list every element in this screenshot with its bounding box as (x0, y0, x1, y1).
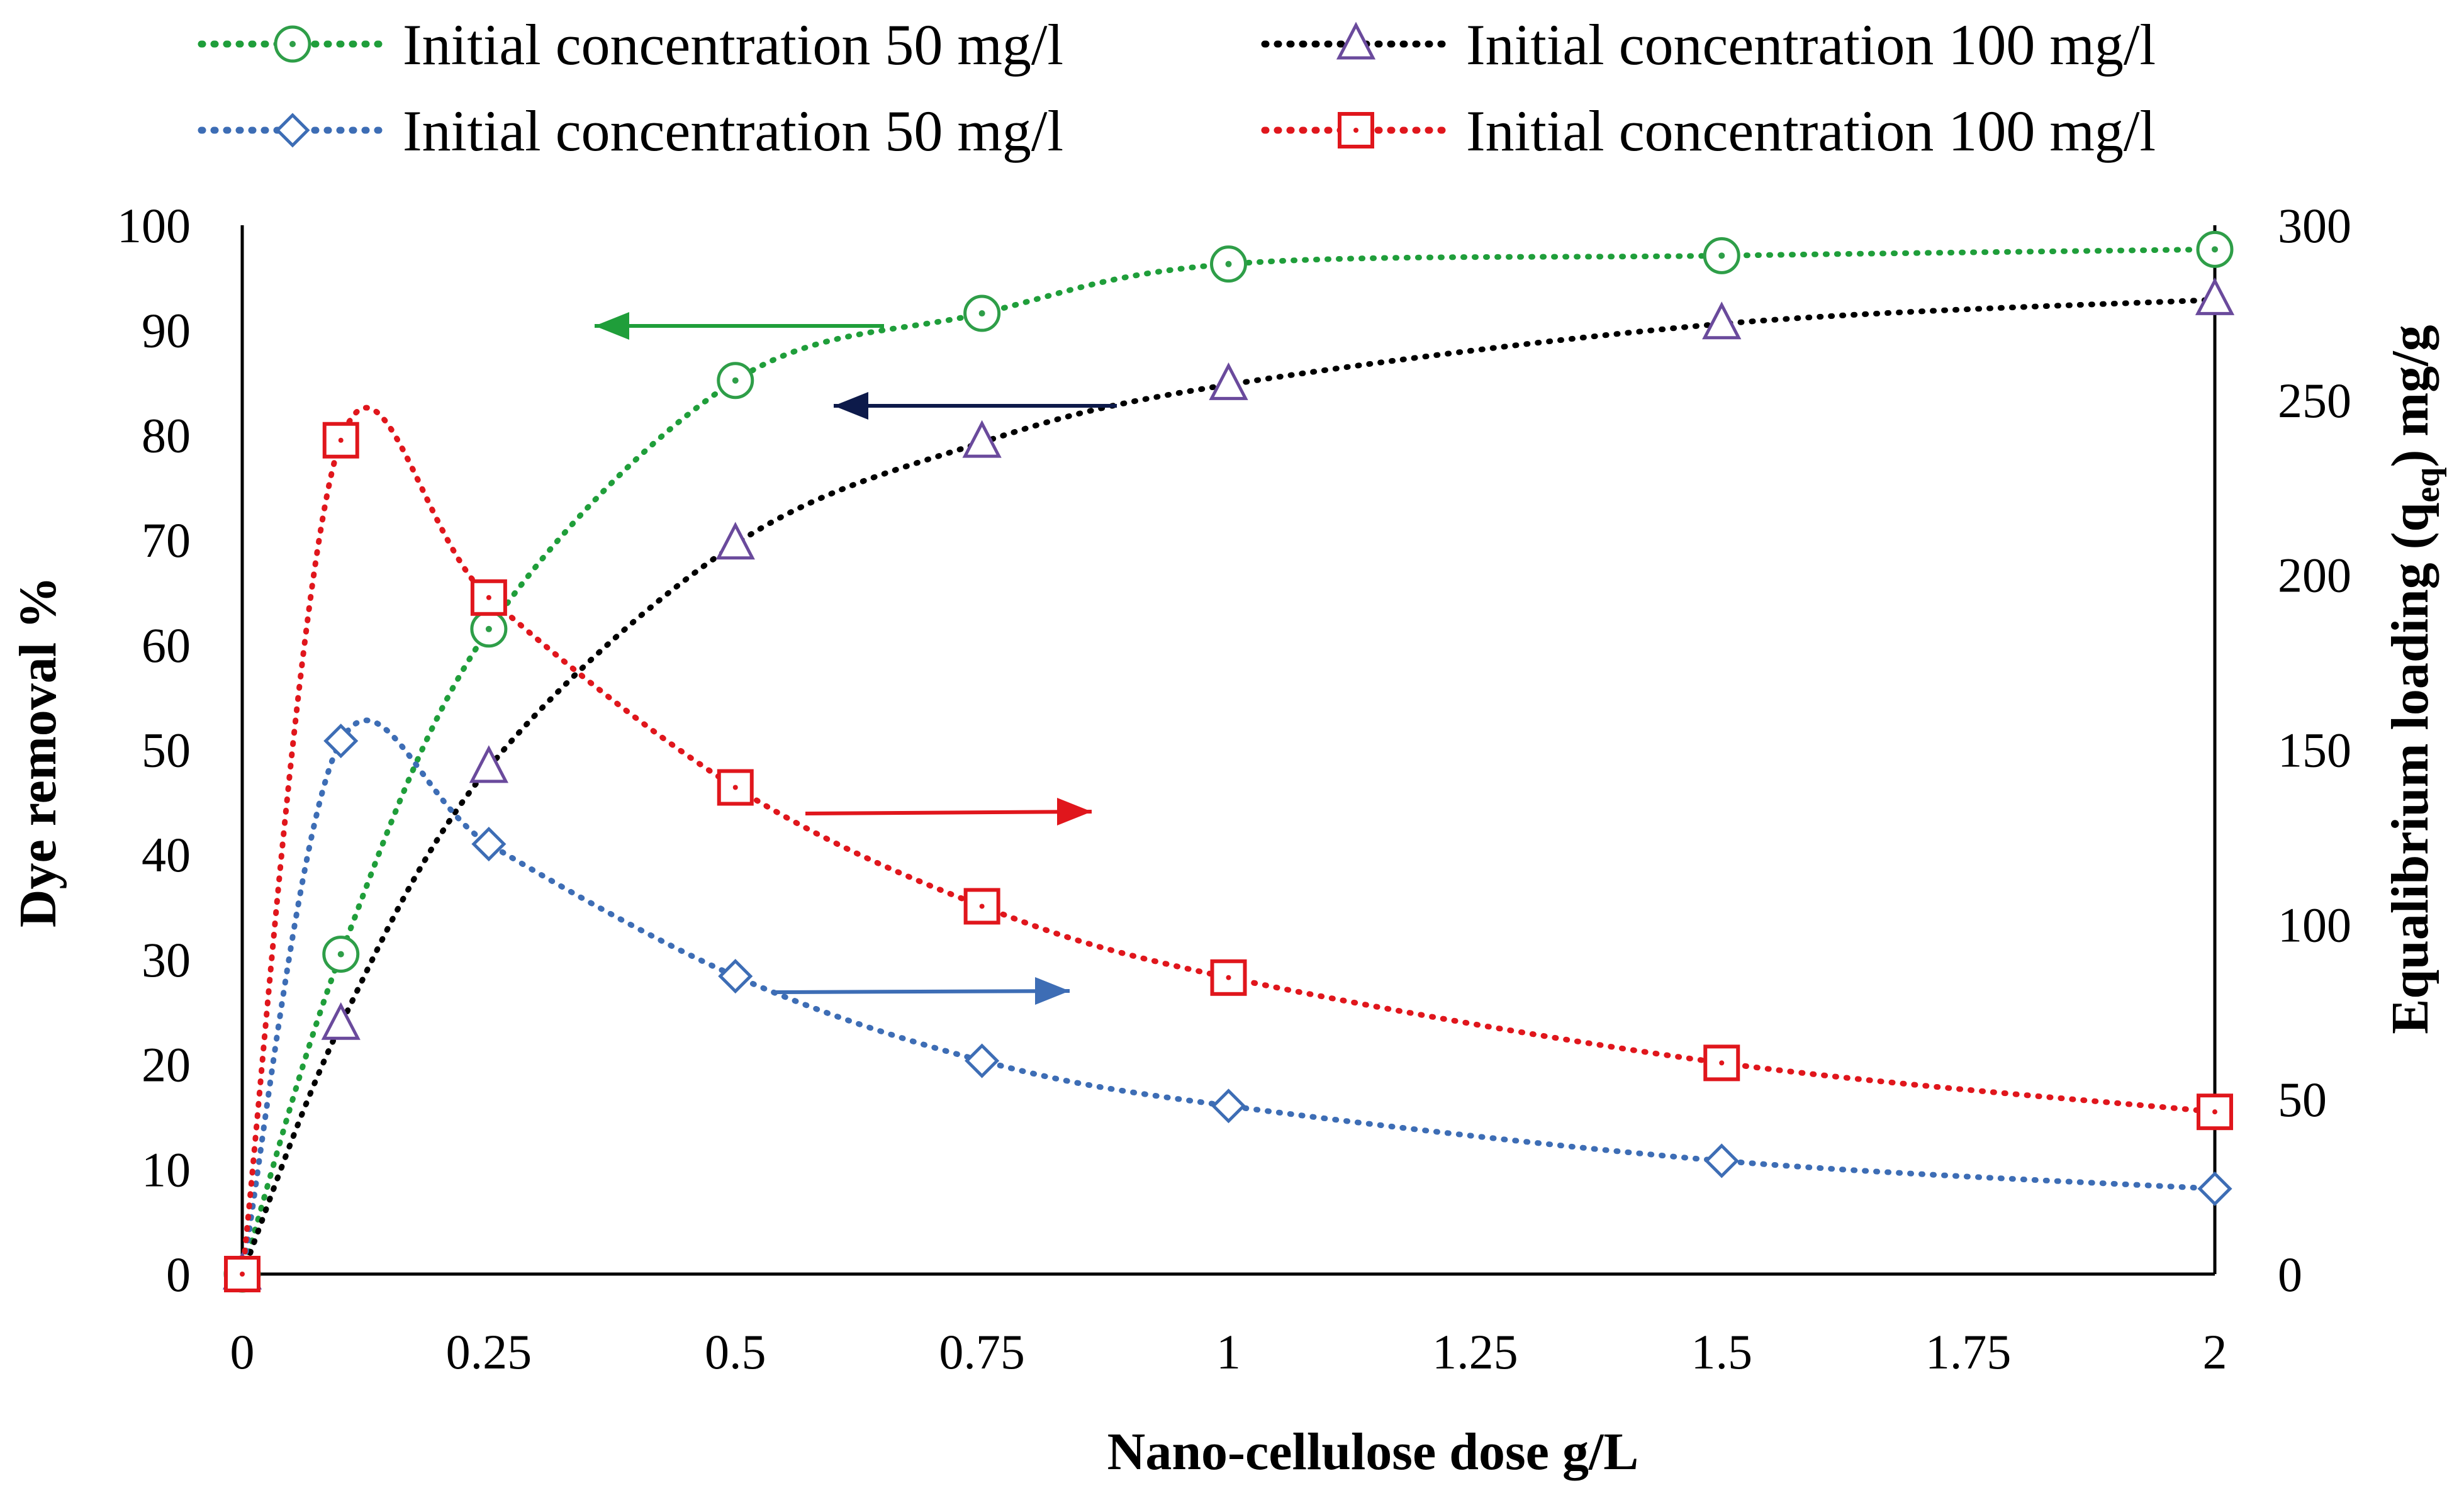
legend-marker (275, 113, 310, 148)
x-tick-label: 1.75 (1925, 1324, 2012, 1379)
annotation-arrow (773, 977, 1070, 1005)
legend-marker (1336, 21, 1376, 60)
data-point (965, 1043, 1000, 1078)
y2-tick-label: 0 (2278, 1247, 2302, 1302)
y-tick-label: 70 (142, 513, 191, 568)
legend-marker (1338, 112, 1374, 148)
y-tick-label: 50 (142, 723, 191, 778)
legend-label: Initial concentration 100 mg/l (1466, 13, 2156, 77)
y-tick-label: 60 (142, 618, 191, 673)
y2-tick-label: 150 (2278, 723, 2351, 778)
x-tick-label: 1.5 (1691, 1324, 1753, 1379)
data-point (718, 959, 753, 994)
data-point (1704, 1143, 1739, 1178)
x-tick-label: 0 (230, 1324, 255, 1379)
y2-tick-label: 50 (2278, 1072, 2327, 1127)
data-point (963, 294, 1001, 332)
legend: Initial concentration 50 mg/l Initial con… (198, 13, 2156, 163)
data-point (1211, 1088, 1246, 1124)
data-point (1209, 362, 1248, 400)
x-tick-label: 0.5 (705, 1324, 766, 1379)
legend-item: Initial concentration 100 mg/l (1261, 99, 2156, 163)
y2-tick-label: 100 (2278, 897, 2351, 952)
data-point (224, 1256, 260, 1292)
data-point (2195, 277, 2235, 315)
y2-tick-label: 300 (2278, 198, 2351, 253)
data-point (963, 888, 1000, 925)
data-point (2196, 230, 2234, 268)
annotation-arrow (595, 312, 884, 340)
legend-label: Initial concentration 50 mg/l (403, 13, 1063, 77)
series-line-2 (239, 717, 2218, 1277)
data-point (2197, 1094, 2233, 1131)
series-line-3 (239, 405, 2218, 1277)
y-tick-label: 0 (166, 1247, 191, 1302)
legend-item: Initial concentration 50 mg/l (198, 99, 1063, 163)
y2-tick-label: 250 (2278, 373, 2351, 428)
y-tick-label: 80 (142, 408, 191, 462)
data-point (1210, 245, 1247, 283)
data-point (715, 522, 755, 560)
x-tick-label: 1 (1216, 1324, 1241, 1379)
annotation-arrow (834, 392, 1117, 420)
annotation-arrows (595, 312, 1117, 1005)
data-point (470, 579, 507, 616)
y-tick-label: 100 (117, 198, 191, 253)
series-line-1 (239, 296, 2218, 1277)
data-point (1702, 301, 1742, 340)
legend-item: Initial concentration 50 mg/l (198, 13, 1063, 77)
y2-axis-title: Equalibrium loading (qeq) mg/g (2381, 325, 2447, 1034)
y-tick-label: 30 (142, 932, 191, 987)
x-axis-title: Nano-cellulose dose g/L (1107, 1423, 1639, 1481)
series-markers (222, 230, 2235, 1293)
data-point (962, 420, 1002, 458)
x-tick-label: 2 (2203, 1324, 2227, 1379)
data-point (322, 936, 360, 973)
data-point (322, 422, 359, 459)
tick-labels: 0 0.25 0.5 0.75 1 1.25 1.5 1.75 2010203040506070… (117, 198, 2351, 1379)
data-point (1703, 1044, 1740, 1082)
x-tick-label: 1.25 (1432, 1324, 1518, 1379)
legend-label: Initial concentration 100 mg/l (1466, 99, 2156, 163)
data-point (323, 724, 359, 759)
y2-tick-label: 200 (2278, 548, 2351, 603)
data-point (469, 745, 508, 783)
data-point (321, 1002, 361, 1040)
y-tick-label: 40 (142, 827, 191, 882)
x-tick-label: 0.75 (939, 1324, 1025, 1379)
data-point (1210, 959, 1247, 996)
annotation-arrow (805, 798, 1092, 825)
x-tick-label: 0.25 (446, 1324, 532, 1379)
legend-marker (274, 25, 311, 63)
legend-item: Initial concentration 100 mg/l (1261, 13, 2156, 77)
y-tick-label: 20 (142, 1038, 191, 1092)
legend-label: Initial concentration 50 mg/l (403, 99, 1063, 163)
data-point (2197, 1171, 2232, 1206)
data-point (471, 826, 507, 862)
data-point (717, 362, 754, 400)
y-tick-label: 10 (142, 1142, 191, 1197)
data-point (717, 769, 754, 806)
data-point (1703, 237, 1740, 274)
y-axis-title: Dye removal % (9, 576, 67, 927)
data-point (470, 610, 508, 648)
y-tick-label: 90 (142, 303, 191, 358)
